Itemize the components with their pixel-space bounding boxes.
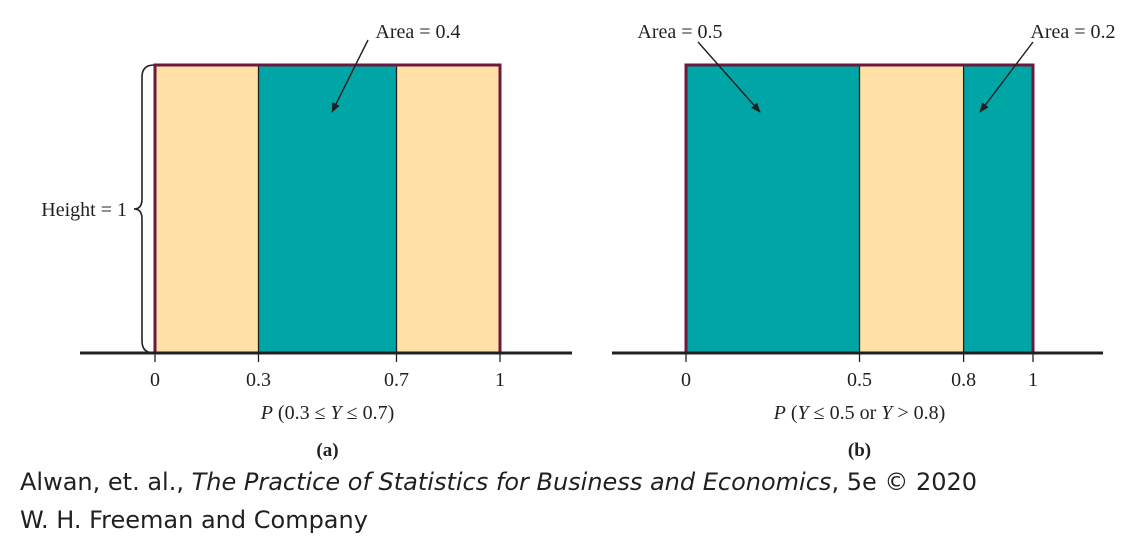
credit-edition: , 5e © 2020 [831, 468, 978, 496]
density-segment-1-unshaded [155, 65, 259, 353]
panel-label: (b) [848, 440, 871, 461]
x-tick-label-4: 1 [495, 369, 505, 391]
annotation-arrow-1 [697, 41, 761, 113]
panel-b: 0 0.5 0.8 1 P (Y ≤ 0.5 or Y > 0.8) (b) Area = … [612, 21, 1116, 461]
height-label: Height = 1 [41, 199, 127, 221]
height-brace [133, 64, 155, 354]
panel-label: (a) [316, 440, 338, 461]
annotation-arrow-2 [979, 41, 1034, 113]
credit-book-title: The Practice of Statistics for Business … [191, 468, 832, 496]
density-border [153, 63, 502, 353]
x-tick-label-2: 0.5 [847, 369, 872, 391]
area-annotation-2: Area = 0.2 [1030, 21, 1115, 43]
density-border [684, 63, 1035, 353]
density-segment-1-shaded [686, 65, 860, 353]
credit-line-1: Alwan, et. al., The Practice of Statisti… [20, 470, 977, 494]
density-segment-2-shaded [258, 65, 397, 353]
panel-a: 0 0.3 0.7 1 P (0.3 ≤ Y ≤ 0.7) (a) Area = 0.4 He… [41, 21, 572, 461]
credit-line-2: W. H. Freeman and Company [20, 506, 368, 534]
x-tick-label-3: 0.8 [951, 369, 976, 391]
density-segment-3-unshaded [396, 65, 500, 353]
credit-authors: Alwan, et. al., [20, 468, 192, 496]
x-tick-label-1: 0 [150, 369, 160, 391]
annotation-arrow-1 [331, 39, 369, 113]
x-tick-label-4: 1 [1028, 369, 1038, 391]
probability-caption: P (0.3 ≤ Y ≤ 0.7) [260, 402, 395, 424]
probability-caption: P (Y ≤ 0.5 or Y > 0.8) [773, 402, 946, 424]
density-segment-2-unshaded [859, 65, 964, 353]
density-segment-3-shaded [963, 65, 1033, 353]
x-tick-label-1: 0 [681, 369, 691, 391]
x-tick-label-3: 0.7 [384, 369, 409, 391]
x-tick-label-2: 0.3 [246, 369, 271, 391]
area-annotation-1: Area = 0.4 [375, 21, 460, 43]
area-annotation-1: Area = 0.5 [637, 21, 722, 43]
